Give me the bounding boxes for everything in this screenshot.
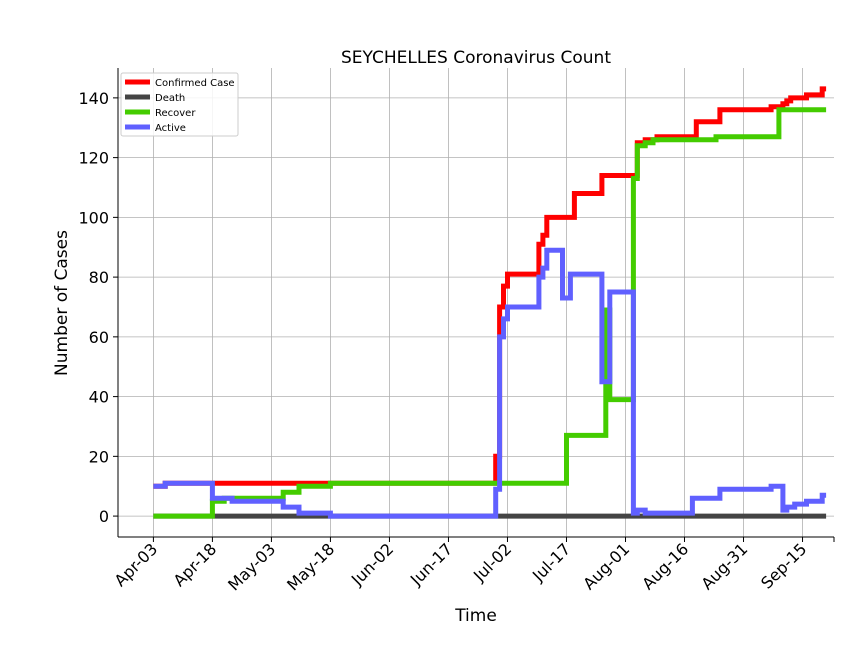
legend-label: Active — [155, 123, 186, 134]
x-tick-label: May-18 — [283, 539, 338, 594]
legend-label: Recover — [155, 108, 196, 119]
x-tick-label: Aug-16 — [638, 539, 692, 593]
series-line-confirmed-case — [153, 86, 827, 489]
series-line-recover — [153, 107, 827, 519]
x-tick-label: Jun-17 — [406, 539, 456, 589]
y-axis-label: Number of Cases — [52, 230, 72, 376]
legend-label: Death — [155, 93, 185, 104]
x-tick-label: Apr-18 — [169, 539, 220, 590]
legend-label: Confirmed Case — [155, 78, 235, 89]
x-tick-label: Sep-15 — [757, 539, 810, 592]
x-tick-label: Jul-02 — [469, 539, 515, 585]
legend: Confirmed Case Death Recover Active — [120, 72, 239, 137]
axes — [117, 68, 834, 538]
chart-title: SEYCHELLES Coronavirus Count — [341, 48, 611, 68]
y-tick-label: 120 — [78, 149, 109, 168]
y-tick-label: 140 — [78, 89, 109, 108]
y-tick-label: 0 — [99, 507, 109, 526]
series-line-active — [153, 247, 827, 519]
x-tick-label: Apr-03 — [110, 539, 161, 590]
y-tick-label: 40 — [89, 388, 109, 407]
x-axis-label: Time — [454, 606, 497, 626]
x-tick-label: Aug-31 — [697, 539, 751, 593]
x-axis-ticks: Apr-03 Apr-18 May-03 May-18 Jun-02 Jun-17 Jul-… — [110, 537, 835, 595]
y-tick-label: 60 — [89, 328, 109, 347]
y-axis-ticks: 0 20 40 60 80 100 120 140 — [78, 89, 118, 526]
series-lines — [153, 86, 827, 519]
x-tick-label: May-03 — [224, 539, 279, 594]
x-tick-label: Aug-01 — [579, 539, 633, 593]
legend-box — [120, 72, 239, 137]
x-tick-label: Jun-02 — [347, 539, 397, 589]
x-tick-label: Jul-17 — [528, 539, 574, 585]
y-tick-label: 20 — [89, 447, 109, 466]
y-tick-label: 80 — [89, 268, 109, 287]
y-tick-label: 100 — [78, 208, 109, 227]
